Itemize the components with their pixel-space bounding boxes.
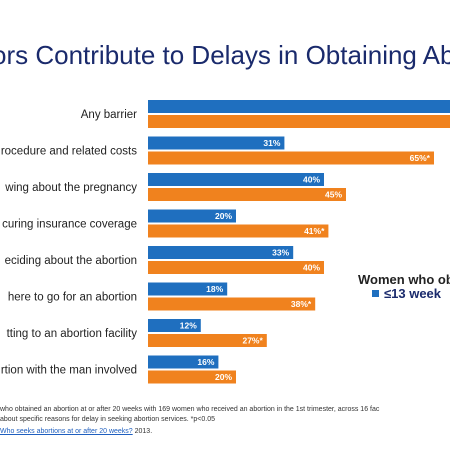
category-label: rtion with the man involved [1,365,137,377]
bar-series-2 [148,261,324,274]
page-title: ors Contribute to Delays in Obtaining Ab [0,40,450,70]
bar-series-2 [148,188,346,201]
data-label: 40% [303,175,320,185]
category-label: Any barrier [81,109,137,121]
footnote-line-2: about specific reasons for delay in seek… [0,416,215,423]
category-label: tting to an abortion facility [7,328,138,340]
category-label: wing about the pregnancy [4,182,137,194]
bar-series-2 [148,115,450,128]
bar-series-1 [148,246,294,259]
legend-swatch [372,290,379,297]
source-year: 2013. [132,428,153,435]
legend-title: Women who ob [358,272,450,287]
data-label: 45% [325,190,342,200]
category-label: here to go for an abortion [8,292,137,304]
data-label: 40% [303,263,320,273]
data-label: 33% [272,248,289,258]
bar-series-1 [148,282,228,296]
category-label: rocedure and related costs [1,146,137,158]
data-label: 65%* [410,153,431,163]
bar-series-2 [148,297,316,311]
category-label: curing insurance coverage [2,219,137,231]
data-label: 20% [215,372,232,382]
bar-series-2 [148,151,434,165]
bar-series-1 [148,319,201,332]
bar-series-2 [148,334,267,347]
data-label: 12% [180,321,197,331]
legend-entry: ≤13 week [384,286,442,301]
data-label: 18% [206,284,223,294]
bar-series-1 [148,355,219,369]
bar-series-1 [148,136,285,150]
data-label: 27%* [242,336,263,346]
data-label: 16% [197,357,214,367]
footnote-line-1: who obtained an abortion at or after 20 … [0,406,380,413]
data-label: 31% [263,138,280,148]
data-label: 41%* [304,226,325,236]
data-label: 38%* [291,299,312,309]
bar-series-2 [148,224,329,238]
bar-series-1 [148,100,450,113]
bar-series-1 [148,173,324,186]
source-link[interactable]: Who seeks abortions at or after 20 weeks… [0,428,133,435]
bar-series-2 [148,370,236,384]
bar-series-1 [148,209,236,223]
category-label: eciding about the abortion [5,255,137,267]
data-label: 20% [215,211,232,221]
footnote: who obtained an abortion at or after 20 … [0,405,450,425]
source-line: Who seeks abortions at or after 20 weeks… [0,428,152,435]
